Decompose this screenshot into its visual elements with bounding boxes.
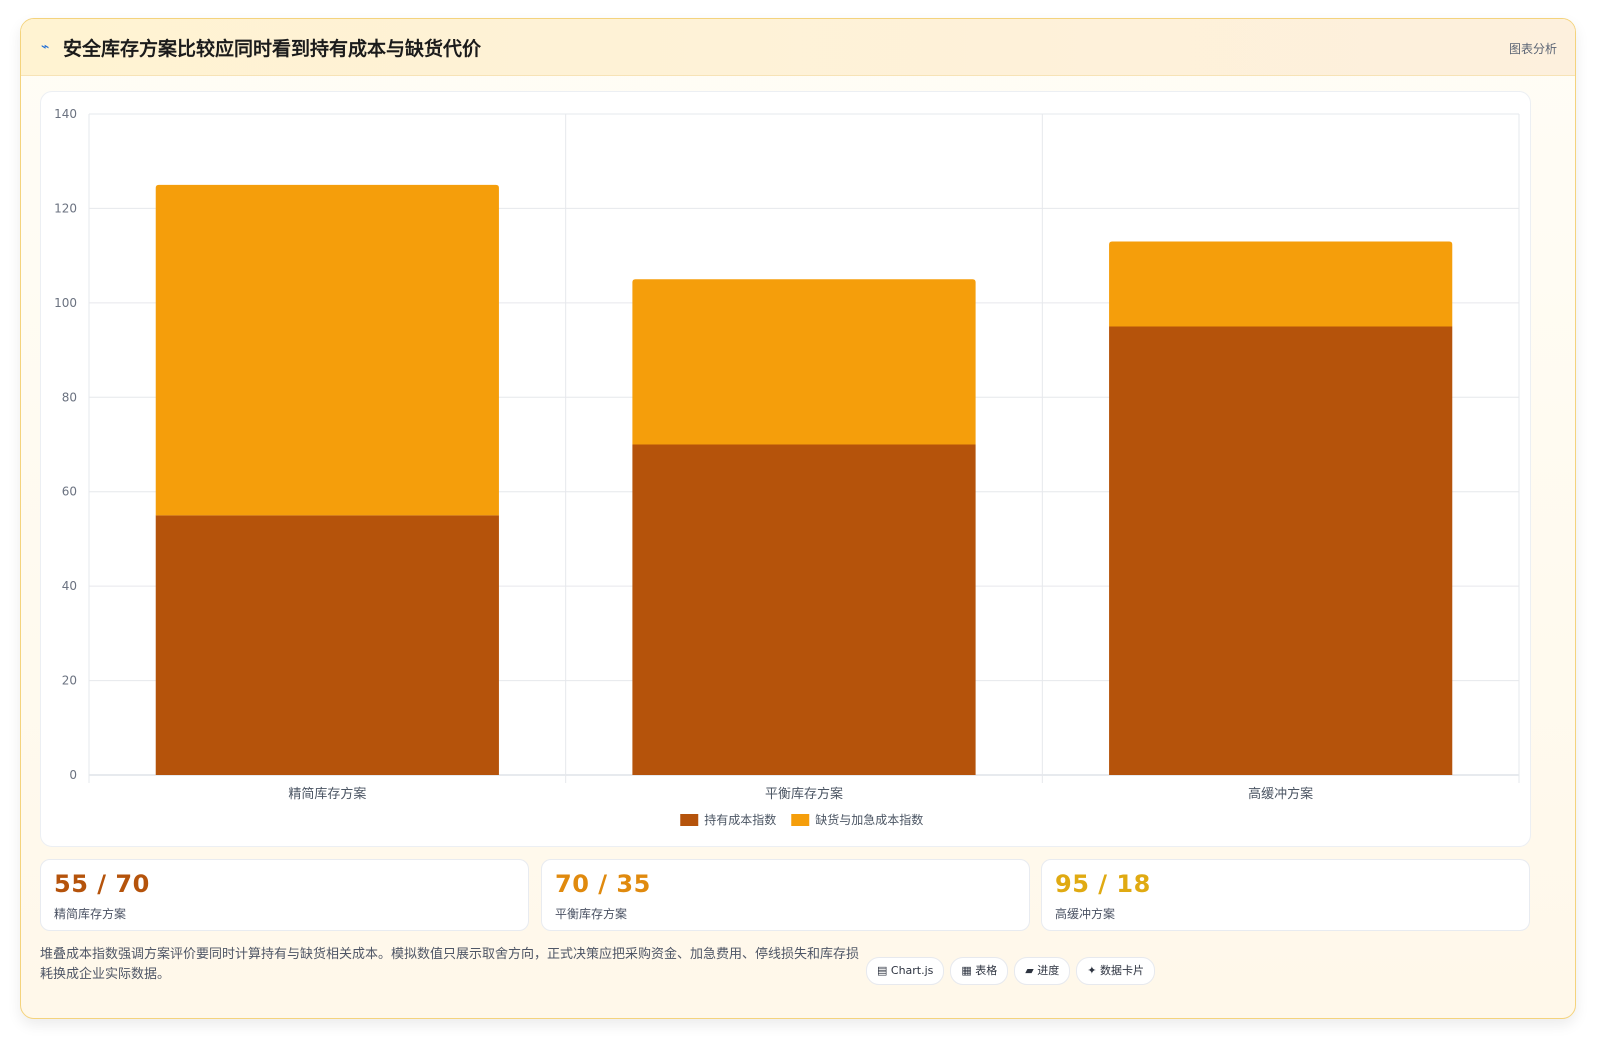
- view-chips: ▤ Chart.js ▦ 表格 ▰ 进度 ✦ 数据卡片: [866, 957, 1161, 985]
- y-tick-label: 140: [54, 107, 77, 121]
- stat-card-high-buffer: 95 / 18 高缓冲方案: [1041, 859, 1530, 931]
- y-tick-label: 0: [69, 768, 77, 782]
- chart-card: ⌁ 安全库存方案比较应同时看到持有成本与缺货代价 图表分析 0 20 40 60 80 1…: [20, 18, 1576, 1019]
- legend-label: 缺货与加急成本指数: [815, 812, 923, 827]
- chart-panel: 0 20 40 60 80 100 120 140 精简库存方案 平衡库存方案 高缓冲方案持有成本指…: [40, 91, 1531, 847]
- stat-card-balanced: 70 / 35 平衡库存方案: [541, 859, 1030, 931]
- card-header: ⌁ 安全库存方案比较应同时看到持有成本与缺货代价 图表分析: [21, 19, 1575, 76]
- bar-segment-shortage: [155, 184, 499, 516]
- y-tick-label: 20: [62, 674, 77, 688]
- legend-label: 持有成本指数: [704, 812, 776, 827]
- stat-label: 平衡库存方案: [555, 907, 628, 921]
- bar-segment-holding: [155, 515, 499, 775]
- stat-cards: 55 / 70 精简库存方案 70 / 35 平衡库存方案 95 / 18 高缓…: [40, 859, 1531, 931]
- x-tick-label: 精简库存方案: [288, 786, 366, 802]
- category-tag: 图表分析: [1508, 42, 1557, 56]
- card-title: 安全库存方案比较应同时看到持有成本与缺货代价: [63, 38, 482, 60]
- x-tick-label: 平衡库存方案: [765, 786, 843, 802]
- legend-swatch: [680, 814, 699, 826]
- legend-swatch: [791, 814, 810, 826]
- stacked-bar-chart: 0 20 40 60 80 100 120 140 精简库存方案 平衡库存方案 高缓冲方案持有成本指…: [54, 107, 1520, 827]
- pulse-icon: ⌁: [41, 39, 50, 55]
- bar-segment-shortage: [1109, 241, 1453, 327]
- chip-chartjs[interactable]: ▤ Chart.js: [866, 957, 945, 985]
- bar-segment-holding: [632, 444, 976, 775]
- y-tick-label: 80: [62, 390, 77, 404]
- y-tick-label: 60: [62, 485, 77, 499]
- chip-data-card[interactable]: ✦ 数据卡片: [1076, 957, 1155, 985]
- y-tick-label: 100: [54, 296, 77, 310]
- y-tick-label: 40: [62, 579, 77, 593]
- stat-label: 高缓冲方案: [1055, 907, 1116, 921]
- bar-segment-shortage: [632, 279, 976, 445]
- stat-label: 精简库存方案: [54, 907, 127, 921]
- stat-value: 70 / 35: [555, 870, 651, 898]
- stat-value: 55 / 70: [54, 870, 150, 898]
- stat-card-lean: 55 / 70 精简库存方案: [40, 859, 529, 931]
- chip-table[interactable]: ▦ 表格: [950, 957, 1009, 985]
- chip-progress[interactable]: ▰ 进度: [1014, 957, 1071, 985]
- footnote: 堆叠成本指数强调方案评价要同时计算持有与缺货相关成本。模拟数值只展示取舍方向，正…: [40, 947, 860, 982]
- bar-segment-holding: [1109, 326, 1453, 775]
- stat-value: 95 / 18: [1055, 870, 1151, 898]
- y-tick-label: 120: [54, 201, 77, 215]
- x-tick-label: 高缓冲方案: [1248, 786, 1313, 802]
